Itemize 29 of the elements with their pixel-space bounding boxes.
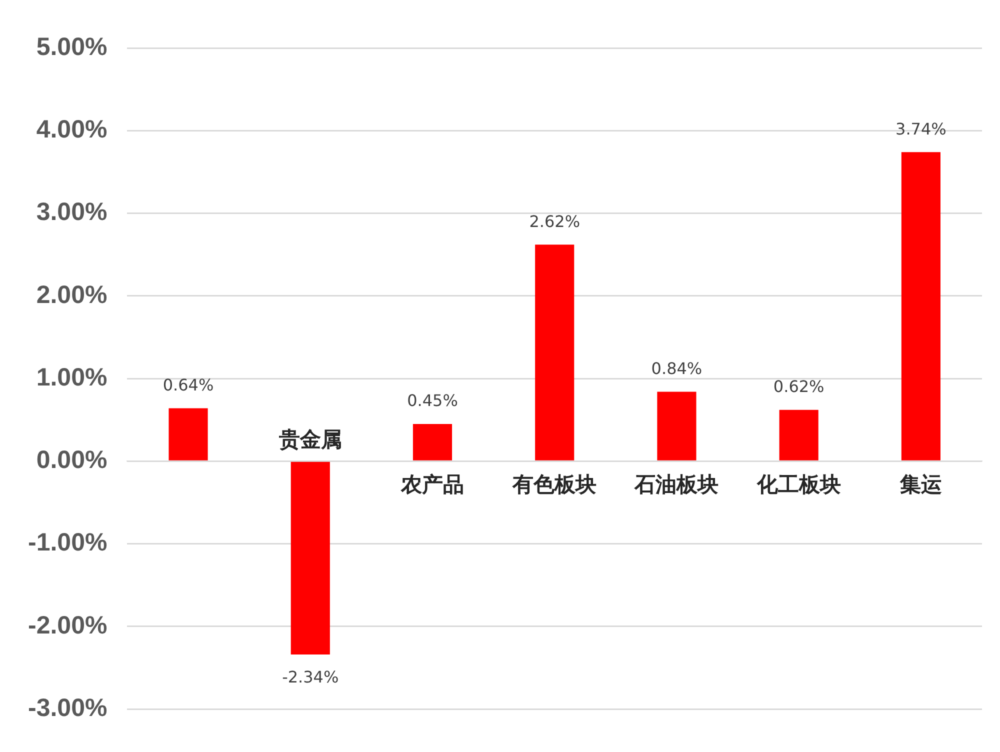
x-tick-label: 石油板块 [634, 473, 719, 496]
y-tick-label: 5.00% [36, 32, 108, 61]
bar [657, 392, 696, 460]
bar [535, 244, 574, 460]
bar [412, 424, 452, 460]
x-tick-label: 化工板块 [756, 473, 841, 496]
y-tick-label: 0.00% [36, 446, 108, 474]
data-label: 0.64% [162, 375, 214, 394]
data-label: 0.84% [651, 358, 702, 378]
y-tick-label: 4.00% [36, 116, 108, 144]
y-tick-label: -1.00% [28, 528, 108, 557]
x-tick-label: 贵金属 [278, 428, 342, 452]
data-label: 0.45% [407, 391, 458, 410]
y-tick-label: -3.00% [28, 694, 108, 722]
y-tick-label: 3.00% [36, 198, 108, 226]
bar [779, 410, 818, 460]
x-tick-label: 有色板块 [512, 473, 597, 496]
y-tick-label: -2.00% [28, 611, 108, 640]
bar [290, 462, 330, 654]
data-label: 2.62% [529, 212, 580, 231]
bar [168, 408, 208, 460]
x-tick-label: 集运 [898, 473, 942, 496]
data-label: 3.74% [896, 119, 946, 138]
y-tick-label: 1.00% [36, 363, 108, 392]
x-tick-label: 农产品 [400, 472, 464, 496]
data-label: 0.62% [773, 377, 824, 396]
bar [901, 152, 940, 460]
data-label: -2.34% [282, 668, 339, 687]
y-tick-label: 2.00% [36, 280, 108, 309]
